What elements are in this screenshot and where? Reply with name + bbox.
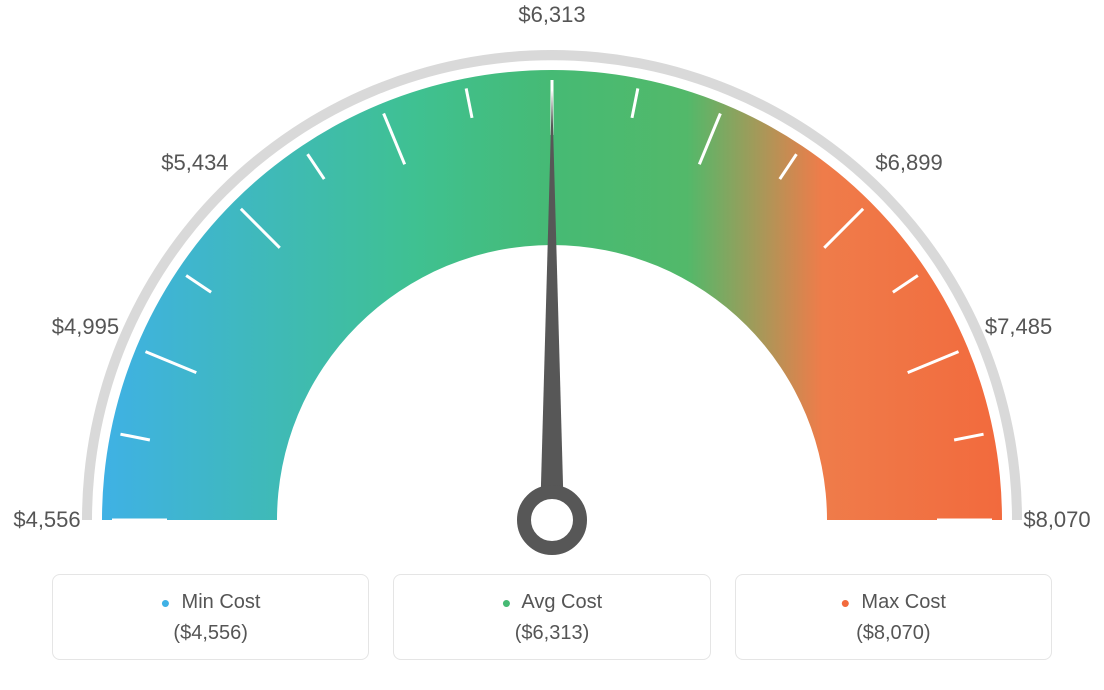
legend-min-value: ($4,556) <box>53 622 368 645</box>
legend-avg-value: ($6,313) <box>394 622 709 645</box>
legend-avg: • Avg Cost ($6,313) <box>393 574 710 660</box>
gauge-tick-label: $6,899 <box>875 150 942 176</box>
legend-max-title: • Max Cost <box>736 591 1051 614</box>
dot-icon: • <box>502 588 511 618</box>
dot-icon: • <box>841 588 850 618</box>
gauge-tick-label: $6,313 <box>518 2 585 28</box>
gauge-tick-label: $8,070 <box>1023 507 1090 533</box>
legend-avg-label: Avg Cost <box>521 591 602 613</box>
gauge-tick-label: $5,434 <box>161 150 228 176</box>
dot-icon: • <box>161 588 170 618</box>
legend-avg-title: • Avg Cost <box>394 591 709 614</box>
gauge-tick-label: $4,995 <box>52 314 119 340</box>
legend-min-title: • Min Cost <box>53 591 368 614</box>
legend-max-label: Max Cost <box>861 591 945 613</box>
gauge-svg <box>0 0 1104 560</box>
gauge-chart: $4,556 $4,995 $5,434 $6,313 $6,899 $7,485 $8,0… <box>0 0 1104 560</box>
legend: • Min Cost ($4,556) • Avg Cost ($6,313) … <box>52 574 1052 660</box>
cost-gauge-container: $4,556 $4,995 $5,434 $6,313 $6,899 $7,485 $8,0… <box>0 0 1104 690</box>
legend-min: • Min Cost ($4,556) <box>52 574 369 660</box>
legend-max: • Max Cost ($8,070) <box>735 574 1052 660</box>
legend-max-value: ($8,070) <box>736 622 1051 645</box>
legend-min-label: Min Cost <box>182 591 261 613</box>
gauge-tick-label: $7,485 <box>985 314 1052 340</box>
gauge-tick-label: $4,556 <box>13 507 80 533</box>
